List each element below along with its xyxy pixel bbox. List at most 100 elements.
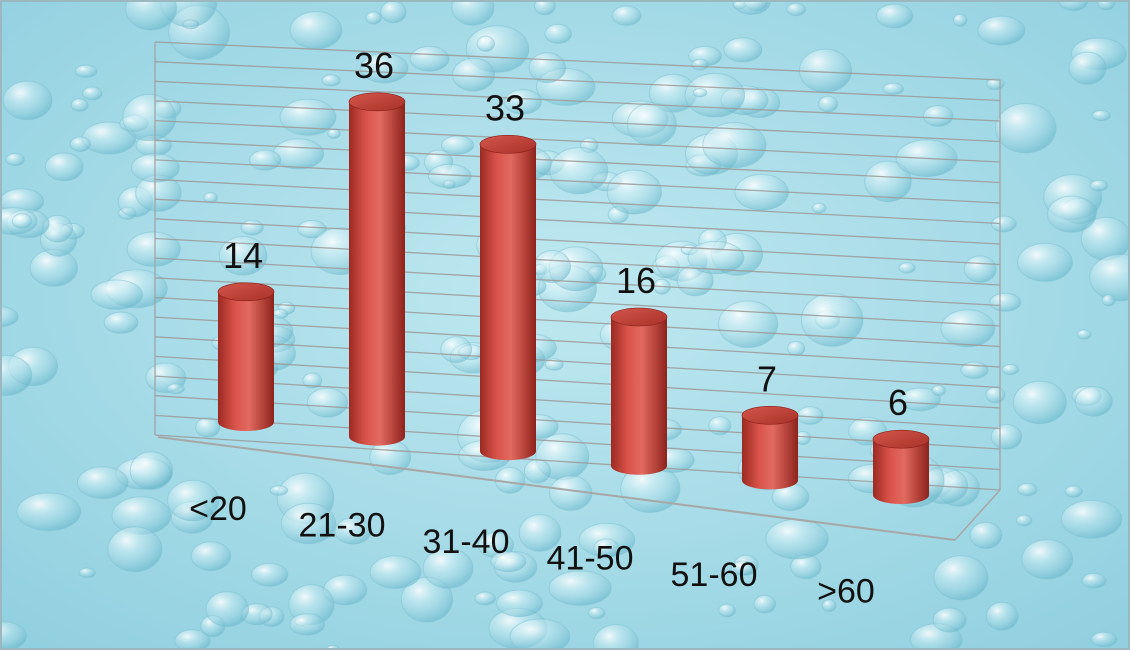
water-drop xyxy=(691,58,709,71)
water-drop xyxy=(359,53,409,84)
water-drop xyxy=(451,0,495,26)
water-drop xyxy=(289,11,343,50)
water-drop xyxy=(269,485,289,496)
water-drop xyxy=(718,603,736,618)
water-drop xyxy=(765,518,829,560)
water-drop xyxy=(1101,294,1116,307)
gridline xyxy=(154,159,1001,204)
gridline xyxy=(154,316,1001,368)
water-drop xyxy=(933,555,989,601)
water-drop xyxy=(1074,386,1113,417)
water-drop xyxy=(587,606,606,620)
water-drop xyxy=(977,15,1026,46)
bar-body xyxy=(742,415,798,490)
water-drop xyxy=(692,88,708,98)
category-labels: <20 21-30 31-40 41-50 51-60 >60 xyxy=(189,490,875,611)
water-drop xyxy=(240,219,264,236)
gridlines xyxy=(154,41,1001,491)
water-drop xyxy=(203,192,218,204)
water-drop xyxy=(811,202,827,214)
water-drop xyxy=(369,555,422,590)
value-label: 7 xyxy=(757,358,777,399)
value-label: 6 xyxy=(888,382,908,423)
water-drop xyxy=(798,48,853,93)
water-drop xyxy=(77,466,129,500)
bar-body xyxy=(480,144,536,461)
category-label: 21-30 xyxy=(299,507,386,545)
water-drop xyxy=(1017,242,1073,282)
water-drop xyxy=(1015,514,1033,527)
water-drop xyxy=(205,591,250,628)
water-drop xyxy=(11,213,33,229)
water-drop xyxy=(16,492,82,532)
water-drop xyxy=(718,300,779,349)
water-drop xyxy=(440,336,473,364)
water-drop xyxy=(1064,485,1083,498)
water-drop xyxy=(985,386,1006,404)
water-drop xyxy=(1081,572,1107,589)
bar xyxy=(217,282,275,431)
water-drop xyxy=(289,613,326,636)
water-drop xyxy=(864,160,912,203)
water-drop xyxy=(708,416,732,436)
water-drop xyxy=(69,136,91,152)
water-drop xyxy=(1001,364,1020,375)
bar-top xyxy=(348,92,406,112)
water-drop xyxy=(548,570,612,606)
water-drop xyxy=(167,479,220,522)
water-drop xyxy=(882,82,905,96)
gridline xyxy=(154,198,1001,245)
water-drop xyxy=(990,215,1017,233)
water-drop xyxy=(940,309,996,348)
water-drop xyxy=(985,601,1019,631)
value-labels: 14 36 33 16 7 6 xyxy=(223,45,908,423)
water-drop xyxy=(952,13,968,27)
water-drop xyxy=(509,618,571,650)
water-drop xyxy=(422,548,474,589)
water-drop xyxy=(922,105,954,127)
water-drop xyxy=(528,52,566,84)
water-drop xyxy=(380,0,407,24)
water-drop xyxy=(1047,195,1097,233)
water-drop xyxy=(989,292,1022,312)
water-drop xyxy=(90,279,143,310)
water-drop xyxy=(495,589,544,618)
bar-top xyxy=(217,282,275,302)
water-drop xyxy=(1017,482,1038,497)
water-drop xyxy=(272,138,325,170)
water-drop xyxy=(995,103,1057,154)
value-label: 33 xyxy=(485,87,525,128)
category-label: 41-50 xyxy=(547,540,634,578)
water-drop xyxy=(44,152,84,182)
bar-body xyxy=(218,291,274,431)
gridline xyxy=(154,257,1001,307)
water-drop xyxy=(334,517,372,545)
gridline xyxy=(154,296,1001,348)
bar-top xyxy=(610,307,668,327)
bar xyxy=(348,92,406,446)
water-drop xyxy=(248,149,282,171)
floor-line xyxy=(157,436,1001,541)
floor-front-edge xyxy=(157,436,956,541)
gridline xyxy=(154,41,1001,81)
value-label: 14 xyxy=(223,235,263,276)
water-drop xyxy=(122,93,177,142)
gridline xyxy=(154,277,1001,327)
gridline xyxy=(154,237,1001,286)
bar xyxy=(610,307,668,475)
gridline xyxy=(154,355,1001,409)
water-drop xyxy=(533,250,571,283)
water-drop xyxy=(592,624,639,650)
water-drop xyxy=(279,98,337,136)
water-drop xyxy=(1068,51,1107,85)
category-label: 51-60 xyxy=(671,556,758,594)
value-label: 16 xyxy=(616,260,656,301)
water-drop xyxy=(723,37,763,63)
water-drop xyxy=(931,384,946,397)
water-drop xyxy=(523,459,552,484)
gridline xyxy=(154,178,1001,225)
bar-body xyxy=(873,439,929,504)
